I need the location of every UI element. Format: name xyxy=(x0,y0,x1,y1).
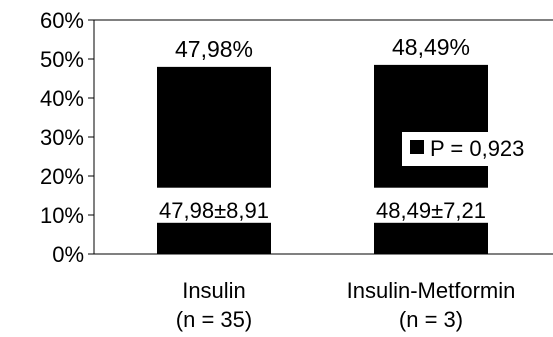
legend: P = 0,923 xyxy=(402,132,552,166)
inner-label-background xyxy=(361,187,501,223)
x-tick-sublabel: (n = 3) xyxy=(399,307,463,332)
bar xyxy=(157,66,271,255)
y-tick-label: 0% xyxy=(52,242,84,267)
inner-data-label: 47,98±8,91 xyxy=(159,198,269,223)
x-tick-label: Insulin xyxy=(182,278,246,303)
x-axis: Insulin (n = 35) Insulin-Metformin (n = 3) xyxy=(176,278,516,332)
y-tick-label: 10% xyxy=(40,203,84,228)
y-tick-label: 40% xyxy=(40,86,84,111)
legend-label: P = 0,923 xyxy=(430,136,524,161)
data-label: 47,98% xyxy=(175,36,253,62)
y-tick-label: 50% xyxy=(40,47,84,72)
inner-data-label: 48,49±7,21 xyxy=(376,198,486,223)
y-tick-label: 60% xyxy=(40,8,84,33)
x-tick-sublabel: (n = 35) xyxy=(176,307,252,332)
legend-box xyxy=(402,132,552,166)
legend-swatch xyxy=(410,140,424,154)
y-tick-label: 30% xyxy=(40,125,84,150)
y-tick-label: 20% xyxy=(40,164,84,189)
data-label: 48,49% xyxy=(392,34,470,60)
y-axis: 0% 10% 20% 30% 40% 50% 60% xyxy=(40,8,94,267)
x-tick-label: Insulin-Metformin xyxy=(347,278,516,303)
inner-label-background xyxy=(144,187,284,223)
